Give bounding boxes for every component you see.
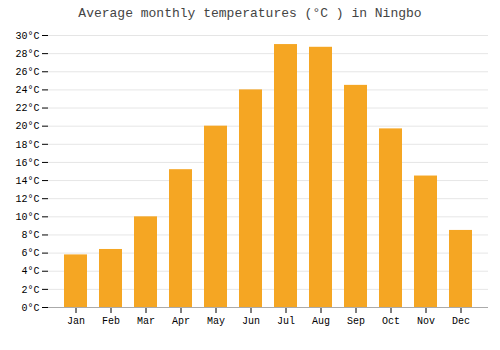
svg-text:Oct: Oct [382,316,400,327]
svg-text:0°C: 0°C [21,303,39,314]
svg-text:Aug: Aug [312,316,330,327]
svg-text:Dec: Dec [452,316,470,327]
svg-text:26°C: 26°C [15,67,39,78]
svg-text:10°C: 10°C [15,212,39,223]
svg-text:8°C: 8°C [21,230,39,241]
svg-text:30°C: 30°C [15,31,39,42]
svg-text:18°C: 18°C [15,140,39,151]
svg-text:12°C: 12°C [15,194,39,205]
svg-text:Jun: Jun [242,316,260,327]
svg-text:22°C: 22°C [15,103,39,114]
svg-text:Sep: Sep [347,316,365,327]
svg-text:Apr: Apr [172,316,190,327]
svg-text:16°C: 16°C [15,158,39,169]
svg-text:14°C: 14°C [15,176,39,187]
svg-text:2°C: 2°C [21,285,39,296]
svg-text:Mar: Mar [137,316,155,327]
html-text:Average monthly temperatures (: Average monthly temperatures (°C ) in Ni… [78,6,422,21]
svg-text:28°C: 28°C [15,49,39,60]
svg-text:20°C: 20°C [15,121,39,132]
svg-text:4°C: 4°C [21,266,39,277]
svg-text:Jul: Jul [277,316,295,327]
svg-text:Feb: Feb [102,316,120,327]
svg-text:6°C: 6°C [21,248,39,259]
svg-text:24°C: 24°C [15,85,39,96]
svg-text:May: May [207,316,225,327]
svg-text:Nov: Nov [417,316,435,327]
svg-text:Jan: Jan [67,316,85,327]
